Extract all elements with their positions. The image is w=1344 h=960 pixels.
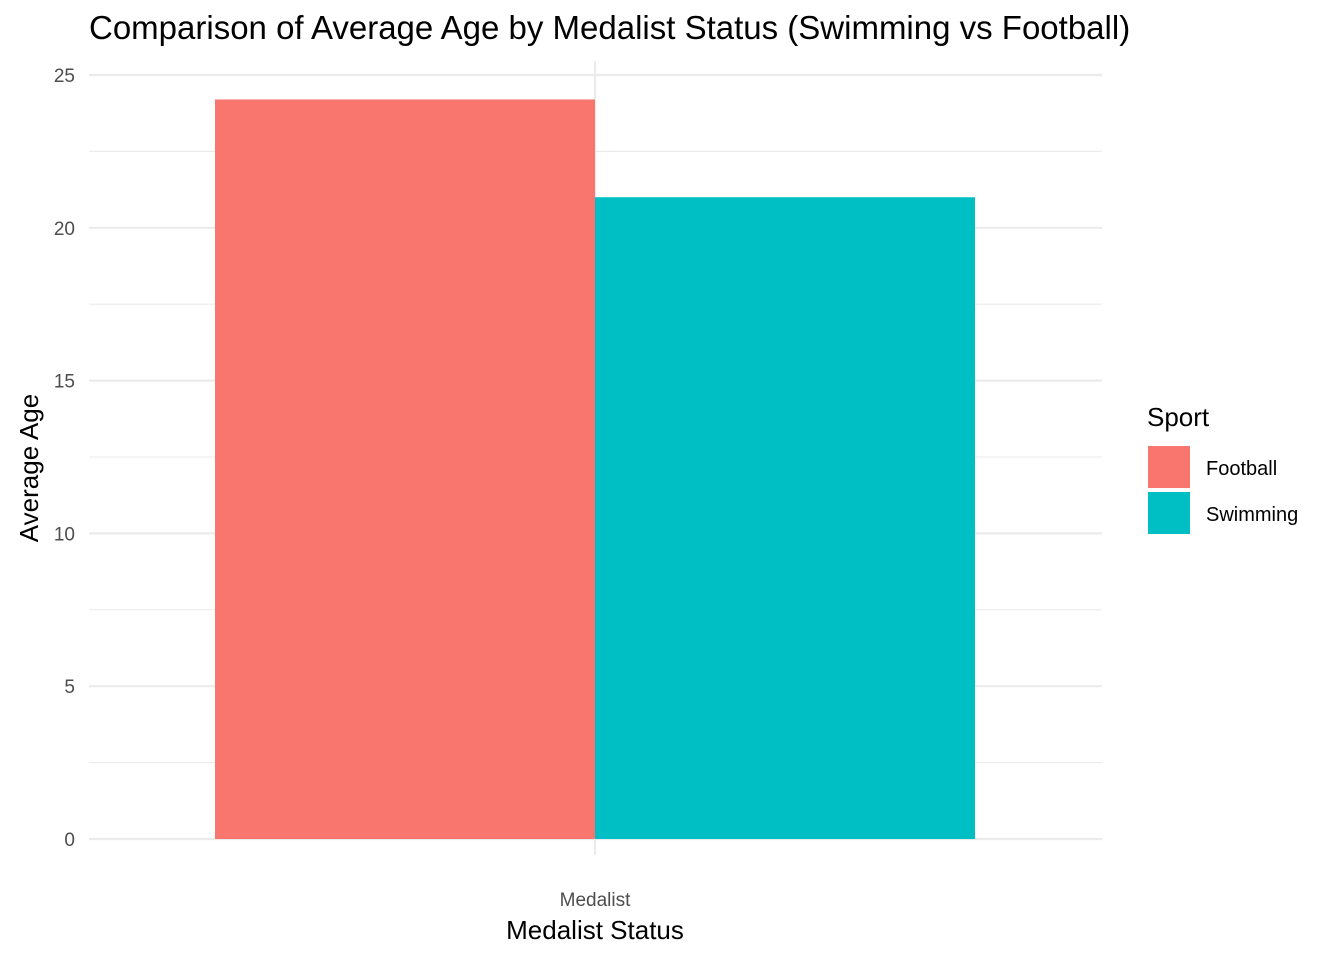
y-axis-ticks: 0 5 10 15 20 25 — [54, 66, 75, 851]
x-axis-title: Medalist Status — [506, 915, 684, 945]
legend-label-football: Football — [1206, 458, 1277, 480]
x-tick-label: Medalist — [560, 890, 631, 911]
y-tick-label: 10 — [54, 524, 75, 545]
legend-label-swimming: Swimming — [1206, 504, 1298, 526]
legend-title: Sport — [1147, 402, 1210, 432]
chart-title: Comparison of Average Age by Medalist St… — [89, 9, 1130, 46]
bars-layer — [215, 99, 975, 840]
legend-key-football — [1148, 446, 1190, 488]
y-tick-label: 5 — [64, 677, 75, 698]
x-axis-ticks: Medalist — [560, 890, 631, 911]
bar-football — [215, 99, 595, 839]
y-axis-title: Average Age — [14, 394, 44, 542]
y-tick-label: 0 — [64, 830, 75, 851]
legend-key-swimming — [1148, 492, 1190, 534]
y-tick-label: 20 — [54, 219, 75, 240]
bar-swimming — [595, 197, 975, 840]
y-tick-label: 25 — [54, 66, 75, 87]
legend-items: Football Swimming — [1148, 446, 1298, 534]
legend: Sport Football Swimming — [1147, 402, 1298, 534]
y-tick-label: 15 — [54, 372, 75, 393]
